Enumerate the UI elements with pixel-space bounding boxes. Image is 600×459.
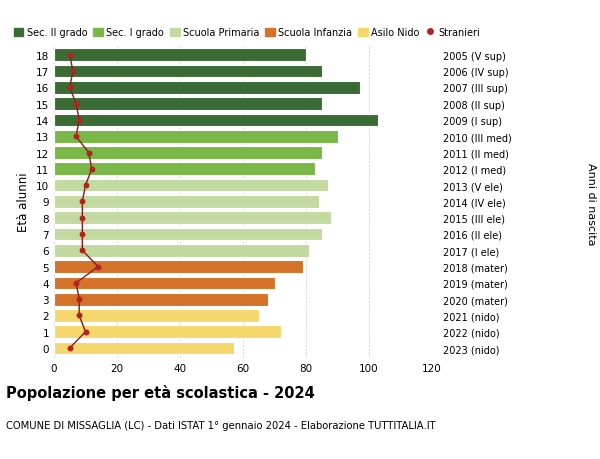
Point <box>80 182 91 190</box>
Bar <box>54 261 303 273</box>
Bar <box>54 114 379 127</box>
Point <box>77 214 87 222</box>
Point <box>65 52 74 59</box>
Point <box>71 133 81 140</box>
Point <box>77 247 87 254</box>
Bar <box>54 98 322 111</box>
Bar <box>54 179 328 192</box>
Text: COMUNE DI MISSAGLIA (LC) - Dati ISTAT 1° gennaio 2024 - Elaborazione TUTTITALIA.: COMUNE DI MISSAGLIA (LC) - Dati ISTAT 1°… <box>6 420 436 430</box>
Bar <box>54 293 268 306</box>
Point <box>74 312 84 319</box>
Point <box>74 117 84 124</box>
Point <box>71 101 81 108</box>
Bar <box>54 342 233 355</box>
Point <box>80 328 91 336</box>
Text: Popolazione per età scolastica - 2024: Popolazione per età scolastica - 2024 <box>6 384 315 400</box>
Bar <box>54 326 281 338</box>
Text: Anni di nascita: Anni di nascita <box>586 163 596 246</box>
Point <box>84 150 94 157</box>
Point <box>71 280 81 287</box>
Y-axis label: Età alunni: Età alunni <box>17 172 31 232</box>
Point <box>77 198 87 206</box>
Point <box>74 296 84 303</box>
Point <box>94 263 103 271</box>
Bar <box>54 277 275 290</box>
Bar <box>54 244 309 257</box>
Bar <box>54 49 306 62</box>
Bar <box>54 228 322 241</box>
Point <box>87 166 97 173</box>
Legend: Sec. II grado, Sec. I grado, Scuola Primaria, Scuola Infanzia, Asilo Nido, Stran: Sec. II grado, Sec. I grado, Scuola Prim… <box>14 28 480 38</box>
Point <box>65 345 74 352</box>
Bar <box>54 82 359 95</box>
Point <box>68 68 78 76</box>
Bar <box>54 163 316 176</box>
Bar <box>54 66 322 78</box>
Point <box>65 84 74 92</box>
Bar <box>54 131 337 143</box>
Bar <box>54 212 331 224</box>
Point <box>77 231 87 238</box>
Bar <box>54 196 319 208</box>
Bar <box>54 309 259 322</box>
Bar <box>54 147 322 160</box>
